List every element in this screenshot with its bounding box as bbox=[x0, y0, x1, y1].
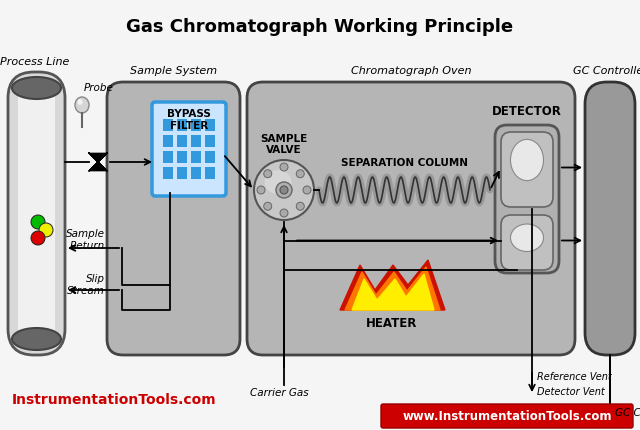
Text: BYPASS
FILTER: BYPASS FILTER bbox=[167, 109, 211, 131]
Text: Gas Chromatograph Working Principle: Gas Chromatograph Working Principle bbox=[127, 18, 513, 36]
Bar bbox=[191, 167, 201, 179]
Text: SAMPLE
VALVE: SAMPLE VALVE bbox=[260, 134, 308, 155]
Ellipse shape bbox=[12, 328, 61, 350]
Bar bbox=[191, 135, 201, 147]
FancyBboxPatch shape bbox=[501, 132, 553, 207]
FancyBboxPatch shape bbox=[107, 82, 240, 355]
Polygon shape bbox=[89, 162, 107, 171]
Text: Sample System: Sample System bbox=[130, 66, 217, 76]
Text: Probe: Probe bbox=[84, 83, 114, 93]
Bar bbox=[177, 167, 187, 179]
Circle shape bbox=[254, 160, 314, 220]
Bar bbox=[205, 167, 215, 179]
Circle shape bbox=[296, 170, 304, 178]
Circle shape bbox=[264, 170, 272, 178]
Bar bbox=[163, 135, 173, 147]
Circle shape bbox=[264, 202, 272, 210]
Bar bbox=[177, 119, 187, 131]
Text: HEATER: HEATER bbox=[366, 317, 418, 330]
Circle shape bbox=[257, 186, 265, 194]
Circle shape bbox=[280, 186, 288, 194]
FancyBboxPatch shape bbox=[501, 215, 553, 270]
Bar bbox=[191, 151, 201, 163]
Ellipse shape bbox=[75, 97, 89, 113]
Ellipse shape bbox=[264, 170, 291, 194]
Text: Chromatograph Oven: Chromatograph Oven bbox=[351, 66, 471, 76]
Ellipse shape bbox=[511, 224, 543, 252]
FancyBboxPatch shape bbox=[495, 125, 559, 273]
Polygon shape bbox=[89, 153, 107, 162]
Bar bbox=[163, 167, 173, 179]
Bar bbox=[205, 151, 215, 163]
Text: www.InstrumentationTools.com: www.InstrumentationTools.com bbox=[403, 409, 612, 423]
FancyBboxPatch shape bbox=[381, 404, 633, 428]
Circle shape bbox=[39, 223, 53, 237]
FancyBboxPatch shape bbox=[8, 72, 65, 355]
Text: Slip
Stream: Slip Stream bbox=[67, 274, 105, 296]
Text: Sample
Return: Sample Return bbox=[66, 229, 105, 251]
Polygon shape bbox=[340, 260, 445, 310]
FancyBboxPatch shape bbox=[152, 102, 226, 196]
Circle shape bbox=[31, 215, 45, 229]
Circle shape bbox=[276, 182, 292, 198]
Circle shape bbox=[296, 202, 304, 210]
Polygon shape bbox=[352, 274, 434, 310]
Bar bbox=[191, 119, 201, 131]
Bar bbox=[163, 151, 173, 163]
Circle shape bbox=[280, 163, 288, 171]
Bar bbox=[18, 92, 55, 335]
Polygon shape bbox=[345, 267, 440, 310]
Circle shape bbox=[303, 186, 311, 194]
Text: Process Line: Process Line bbox=[0, 57, 69, 67]
Text: InstrumentationTools.com: InstrumentationTools.com bbox=[12, 393, 216, 407]
FancyBboxPatch shape bbox=[247, 82, 575, 355]
Bar bbox=[205, 135, 215, 147]
Text: SEPARATION COLUMN: SEPARATION COLUMN bbox=[341, 158, 468, 168]
Bar bbox=[177, 151, 187, 163]
Text: DETECTOR: DETECTOR bbox=[492, 105, 562, 118]
Bar bbox=[205, 119, 215, 131]
Ellipse shape bbox=[77, 99, 83, 105]
Circle shape bbox=[31, 231, 45, 245]
Bar bbox=[163, 119, 173, 131]
Text: GC Controller: GC Controller bbox=[573, 66, 640, 76]
FancyBboxPatch shape bbox=[585, 82, 635, 355]
Circle shape bbox=[280, 209, 288, 217]
Text: Reference Vent: Reference Vent bbox=[537, 372, 612, 382]
Text: Carrier Gas: Carrier Gas bbox=[250, 388, 308, 398]
Text: GC Controller: GC Controller bbox=[615, 408, 640, 418]
Text: Detector Vent: Detector Vent bbox=[537, 387, 605, 397]
Ellipse shape bbox=[12, 77, 61, 99]
Ellipse shape bbox=[511, 139, 543, 181]
Bar bbox=[177, 135, 187, 147]
